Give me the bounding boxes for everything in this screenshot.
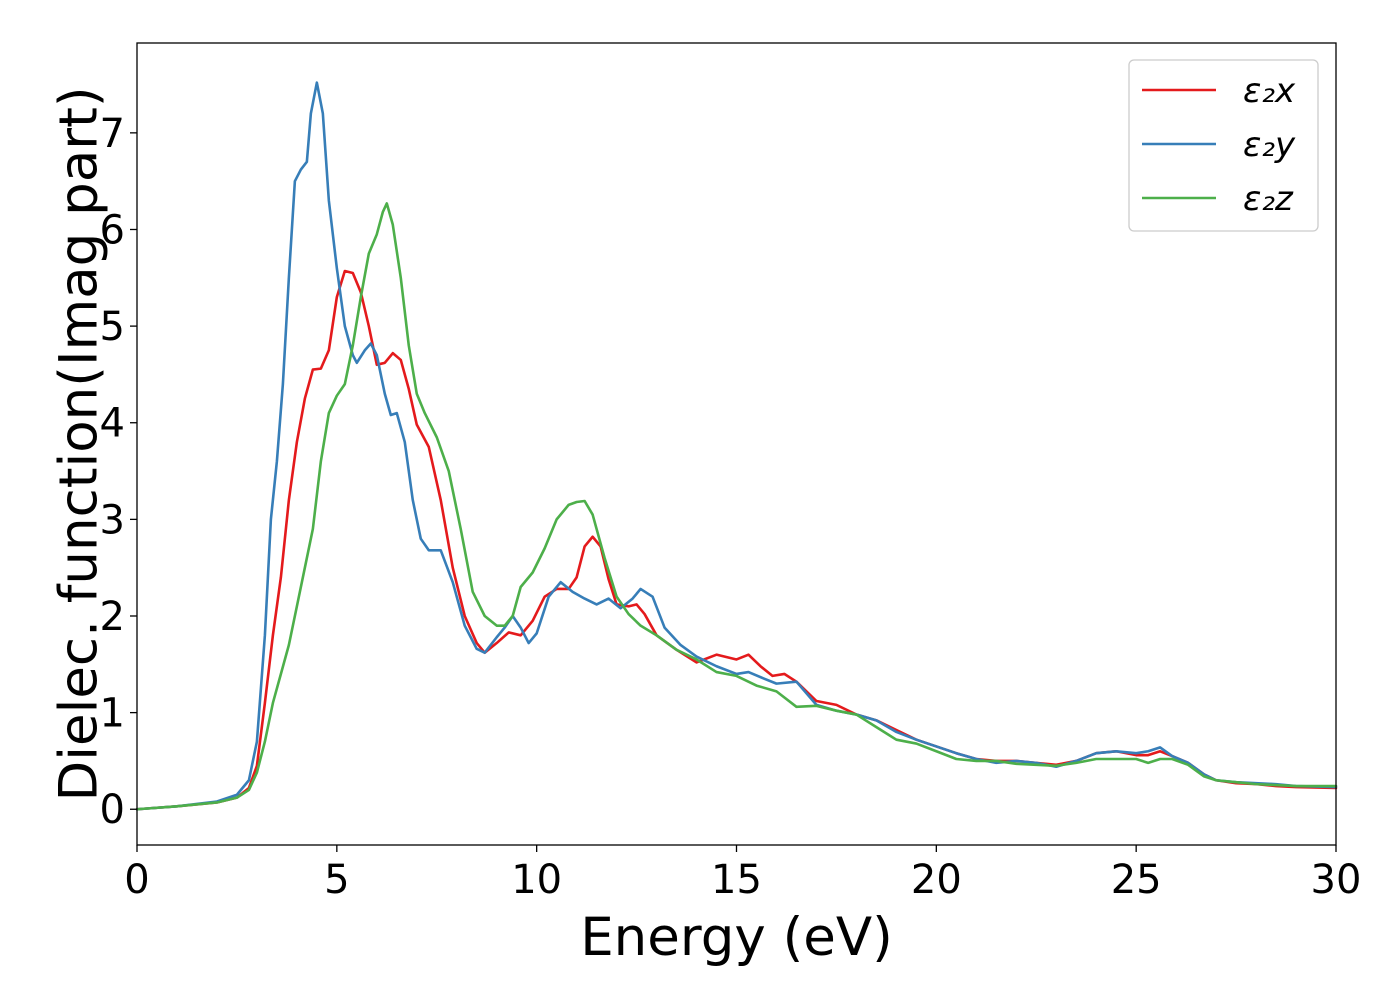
legend-label-2: ε₂z xyxy=(1243,179,1294,219)
y-tick-label: 5 xyxy=(100,304,125,350)
x-tick-label: 0 xyxy=(124,857,149,903)
y-tick-label: 7 xyxy=(100,111,125,157)
y-tick-label: 1 xyxy=(100,691,125,737)
y-tick-label: 3 xyxy=(100,497,125,543)
y-axis-title: Dielec. function(Imag part) xyxy=(49,86,110,801)
x-tick-label: 20 xyxy=(911,857,962,903)
x-axis-ticks: 0 5 10 15 20 25 30 xyxy=(124,845,1361,903)
legend-label-1: ε₂y xyxy=(1243,125,1296,165)
y-axis-ticks: 0 1 2 3 4 5 6 7 xyxy=(100,111,137,833)
x-tick-label: 25 xyxy=(1111,857,1162,903)
legend-label-0: ε₂x xyxy=(1243,71,1296,111)
series-layer xyxy=(135,81,1338,811)
y-tick-label: 4 xyxy=(100,401,125,447)
y-tick-label: 6 xyxy=(100,207,125,253)
x-tick-label: 5 xyxy=(324,857,349,903)
y-tick-label: 0 xyxy=(100,787,125,833)
series-line-2 xyxy=(135,202,1338,811)
y-tick-label: 2 xyxy=(100,594,125,640)
x-axis-title: Energy (eV) xyxy=(580,907,893,968)
x-tick-label: 30 xyxy=(1311,857,1362,903)
x-tick-label: 10 xyxy=(511,857,562,903)
x-tick-label: 15 xyxy=(711,857,762,903)
legend-box xyxy=(1128,59,1319,232)
legend: ε₂x ε₂y ε₂z xyxy=(1128,59,1319,232)
